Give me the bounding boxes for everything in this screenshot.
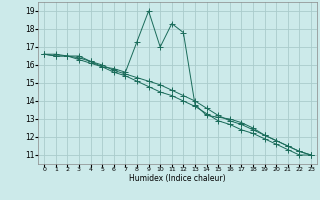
X-axis label: Humidex (Indice chaleur): Humidex (Indice chaleur) — [129, 174, 226, 183]
